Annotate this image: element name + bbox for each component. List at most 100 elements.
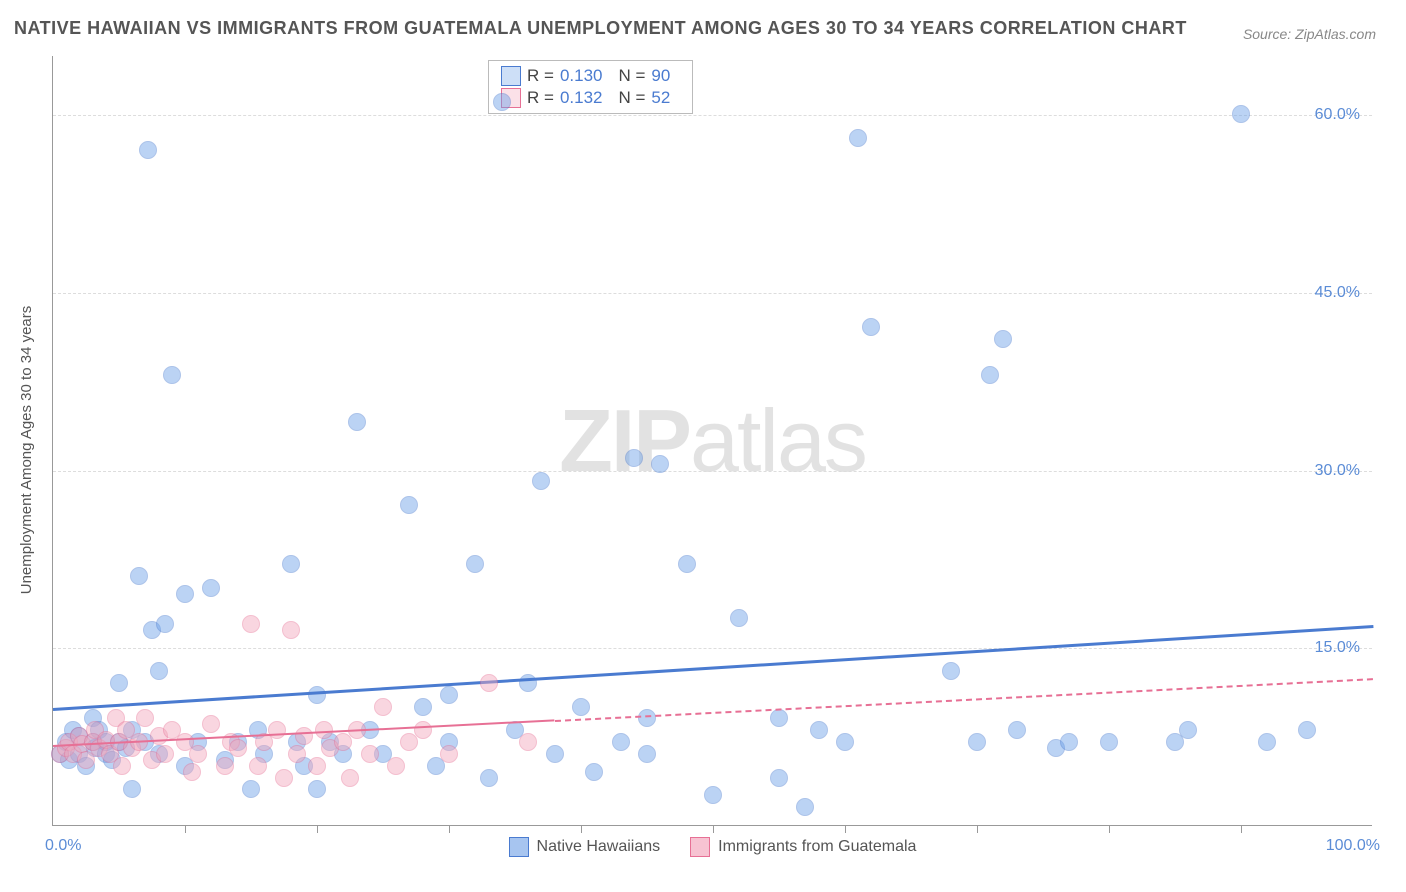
data-point <box>216 757 234 775</box>
data-point <box>136 709 154 727</box>
data-point <box>625 449 643 467</box>
data-point <box>295 727 313 745</box>
legend-label: Immigrants from Guatemala <box>718 838 916 856</box>
legend-swatch <box>690 837 710 857</box>
x-tick <box>449 825 450 833</box>
x-tick <box>581 825 582 833</box>
data-point <box>1008 721 1026 739</box>
data-point <box>268 721 286 739</box>
data-point <box>1060 733 1078 751</box>
scatter-plot: ZIPatlas R =0.130N =90R =0.132N =52 0.0%… <box>52 56 1372 826</box>
data-point <box>183 763 201 781</box>
data-point <box>229 739 247 757</box>
data-point <box>242 615 260 633</box>
data-point <box>968 733 986 751</box>
data-point <box>440 686 458 704</box>
data-point <box>849 129 867 147</box>
data-point <box>519 733 537 751</box>
data-point <box>1298 721 1316 739</box>
data-point <box>770 769 788 787</box>
data-point <box>176 585 194 603</box>
legend-label: Native Hawaiians <box>537 838 661 856</box>
data-point <box>730 609 748 627</box>
data-point <box>612 733 630 751</box>
y-axis-label: Unemployment Among Ages 30 to 34 years <box>18 306 35 595</box>
correlation-legend: R = 0.130 N = 90R = 0.132 N = 52 <box>488 60 693 114</box>
r-value: 0.130 <box>560 66 603 86</box>
data-point <box>288 745 306 763</box>
data-point <box>770 709 788 727</box>
data-point <box>585 763 603 781</box>
data-point <box>981 366 999 384</box>
data-point <box>163 366 181 384</box>
x-tick <box>317 825 318 833</box>
data-point <box>836 733 854 751</box>
data-point <box>130 567 148 585</box>
data-point <box>414 698 432 716</box>
trend-line <box>53 625 1373 711</box>
data-point <box>678 555 696 573</box>
n-label: N = <box>618 66 645 86</box>
data-point <box>942 662 960 680</box>
data-point <box>275 769 293 787</box>
data-point <box>1258 733 1276 751</box>
x-tick <box>977 825 978 833</box>
y-tick-label: 30.0% <box>1315 462 1360 480</box>
r-value: 0.132 <box>560 88 603 108</box>
data-point <box>862 318 880 336</box>
trend-line <box>555 678 1374 722</box>
data-point <box>532 472 550 490</box>
data-point <box>1100 733 1118 751</box>
series-legend: Native Hawaiians Immigrants from Guatemal… <box>53 837 1372 857</box>
data-point <box>374 698 392 716</box>
data-point <box>414 721 432 739</box>
data-point <box>796 798 814 816</box>
legend-item: Immigrants from Guatemala <box>690 837 916 857</box>
data-point <box>1179 721 1197 739</box>
gridline <box>53 115 1372 116</box>
data-point <box>1232 105 1250 123</box>
x-tick <box>845 825 846 833</box>
data-point <box>308 757 326 775</box>
data-point <box>139 141 157 159</box>
data-point <box>546 745 564 763</box>
n-label: N = <box>618 88 645 108</box>
data-point <box>704 786 722 804</box>
n-value: 90 <box>651 66 670 86</box>
legend-swatch <box>509 837 529 857</box>
data-point <box>282 621 300 639</box>
data-point <box>308 780 326 798</box>
data-point <box>480 769 498 787</box>
legend-swatch <box>501 66 521 86</box>
data-point <box>638 745 656 763</box>
x-tick <box>1241 825 1242 833</box>
chart-title: NATIVE HAWAIIAN VS IMMIGRANTS FROM GUATE… <box>14 18 1187 39</box>
y-tick-label: 15.0% <box>1315 639 1360 657</box>
data-point <box>361 745 379 763</box>
data-point <box>440 745 458 763</box>
data-point <box>480 674 498 692</box>
r-label: R = <box>527 66 554 86</box>
legend-row: R =0.132N =52 <box>501 87 680 109</box>
data-point <box>400 496 418 514</box>
data-point <box>572 698 590 716</box>
data-point <box>110 674 128 692</box>
data-point <box>519 674 537 692</box>
data-point <box>493 93 511 111</box>
data-point <box>282 555 300 573</box>
data-point <box>113 757 131 775</box>
legend-row: R = 0.130 N = 90 <box>501 65 680 87</box>
y-tick-label: 45.0% <box>1315 284 1360 302</box>
gridline <box>53 648 1372 649</box>
data-point <box>242 780 260 798</box>
data-point <box>810 721 828 739</box>
data-point <box>994 330 1012 348</box>
n-value: 52 <box>651 88 670 108</box>
data-point <box>156 745 174 763</box>
data-point <box>387 757 405 775</box>
x-tick <box>1109 825 1110 833</box>
data-point <box>341 769 359 787</box>
y-tick-label: 60.0% <box>1315 106 1360 124</box>
data-point <box>348 413 366 431</box>
data-point <box>202 579 220 597</box>
